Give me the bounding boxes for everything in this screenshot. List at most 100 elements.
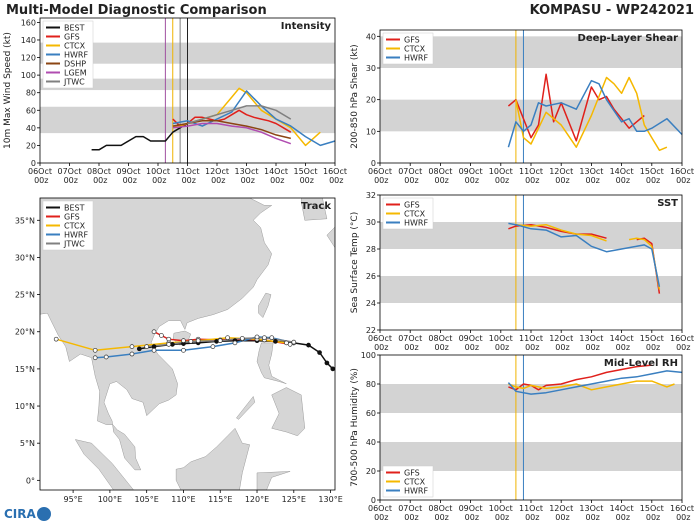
x-tick-label: 13Oct 00z — [579, 334, 603, 352]
x-tick-label: 09Oct 00z — [116, 167, 140, 185]
y-tick-label: 0 — [31, 159, 36, 168]
track-point — [273, 339, 278, 344]
track-point — [217, 338, 223, 344]
x-tick-label: 07Oct 00z — [398, 167, 422, 185]
x-tick-label: 11Oct 00z — [519, 504, 543, 522]
y-tick-label: 160 — [21, 18, 36, 27]
track-point — [232, 340, 238, 346]
plot-frame — [39, 197, 336, 491]
y-tick-label: 100 — [21, 71, 36, 80]
y-tick-label: 30 — [366, 218, 376, 227]
track-point — [291, 339, 297, 345]
legend-label: DSHP — [64, 60, 86, 69]
x-tick-label: 09Oct 00z — [459, 504, 483, 522]
x-tick-label: 06Oct 00z — [368, 334, 392, 352]
y-tick-label: 100 — [361, 351, 376, 360]
landmass — [256, 471, 291, 490]
y-tick-label: 0 — [371, 496, 376, 505]
series-line — [507, 79, 683, 148]
y-axis-label: 700-500 hPa Humidity (%) — [350, 368, 360, 487]
track-point — [225, 335, 230, 341]
y-tick-label: 10°N — [15, 402, 35, 411]
y-tick-label: 40 — [366, 438, 376, 447]
track-point — [159, 333, 164, 338]
legend-label: JTWC — [63, 78, 85, 87]
y-tick-label: 30°N — [15, 253, 35, 262]
series-line — [508, 222, 661, 287]
logo: CIRA — [4, 507, 51, 521]
x-tick-label: 130°E — [318, 495, 342, 504]
y-tick-label: 80 — [26, 89, 36, 98]
y-axis-label: 10m Max Wind Speed (kt) — [3, 32, 13, 149]
panel-title: SST — [657, 198, 678, 209]
x-tick-label: 15Oct 00z — [640, 167, 664, 185]
y-tick-label: 30 — [366, 64, 376, 73]
y-axis-label: Sea Surface Temp (°C) — [350, 212, 360, 313]
track-point — [254, 334, 260, 340]
panel: 95°E 100°E 105°E 110°E 115°E 120°E 125°E 130°E 0… — [15, 197, 343, 504]
landmass — [40, 198, 273, 471]
track-point — [103, 354, 109, 360]
x-tick-label: 15Oct 00z — [293, 167, 317, 185]
legend-label: HWRF — [404, 219, 428, 228]
shade-band — [380, 384, 682, 413]
y-tick-label: 60 — [26, 106, 36, 115]
legend-label: GFS — [64, 213, 80, 222]
x-tick-label: 16Oct 00z — [670, 167, 694, 185]
track-point — [195, 338, 201, 344]
x-tick-label: 12Oct 00z — [549, 504, 573, 522]
legend-label: BEST — [64, 24, 85, 33]
panel-title: Deep-Layer Shear — [578, 33, 679, 44]
track-point — [181, 347, 186, 353]
x-tick-label: 07Oct 00z — [398, 504, 422, 522]
x-tick-label: 12Oct 00z — [549, 334, 573, 352]
track-point — [239, 336, 245, 341]
series-line — [172, 90, 336, 147]
x-tick-label: 14Oct 00z — [610, 167, 634, 185]
landmass — [258, 292, 272, 319]
plot-frame — [379, 354, 683, 501]
x-tick-label: 11Oct 00z — [519, 334, 543, 352]
y-tick-label: 20 — [366, 96, 376, 105]
legend-label: BEST — [64, 204, 85, 213]
track-point — [317, 350, 322, 355]
track-point — [330, 366, 335, 372]
series-line — [172, 122, 292, 145]
x-tick-label: 12Oct 00z — [549, 167, 573, 185]
x-tick-label: 15Oct 00z — [640, 334, 664, 352]
landmass — [74, 439, 134, 490]
x-tick-label: 13Oct 00z — [234, 167, 258, 185]
x-tick-label: 08Oct 00z — [428, 504, 452, 522]
y-tick-label: 60 — [366, 409, 376, 418]
tracks — [53, 329, 335, 372]
y-tick-label: 32 — [366, 191, 376, 200]
x-tick-label: 100°E — [98, 495, 122, 504]
track-point — [306, 342, 311, 348]
legend-label: HWRF — [404, 487, 428, 496]
x-tick-label: 09Oct 00z — [459, 167, 483, 185]
legend-label: JTWC — [63, 240, 85, 249]
track-point — [284, 340, 289, 346]
x-tick-label: 09Oct 00z — [459, 334, 483, 352]
x-tick-label: 95°E — [63, 495, 82, 504]
legend-label: GFS — [64, 33, 80, 42]
y-tick-label: 120 — [21, 54, 36, 63]
x-tick-label: 10Oct 00z — [489, 167, 513, 185]
logo-globe — [37, 507, 51, 521]
series-line — [91, 122, 188, 151]
y-tick-label: 40 — [366, 32, 376, 41]
y-tick-label: 35°N — [15, 216, 35, 225]
y-tick-label: 28 — [366, 245, 376, 254]
x-tick-label: 125°E — [282, 495, 306, 504]
landmass — [256, 342, 287, 385]
legend-label: CTCX — [404, 478, 426, 487]
track-point — [210, 344, 216, 349]
series-line — [508, 380, 675, 391]
x-tick-label: 13Oct 00z — [579, 504, 603, 522]
legend-label: HWRF — [404, 54, 428, 63]
x-tick-label: 16Oct 00z — [323, 167, 347, 185]
track-point — [151, 347, 157, 353]
legend-label: CTCX — [404, 45, 426, 54]
panel-title: Mid-Level RH — [604, 358, 678, 369]
